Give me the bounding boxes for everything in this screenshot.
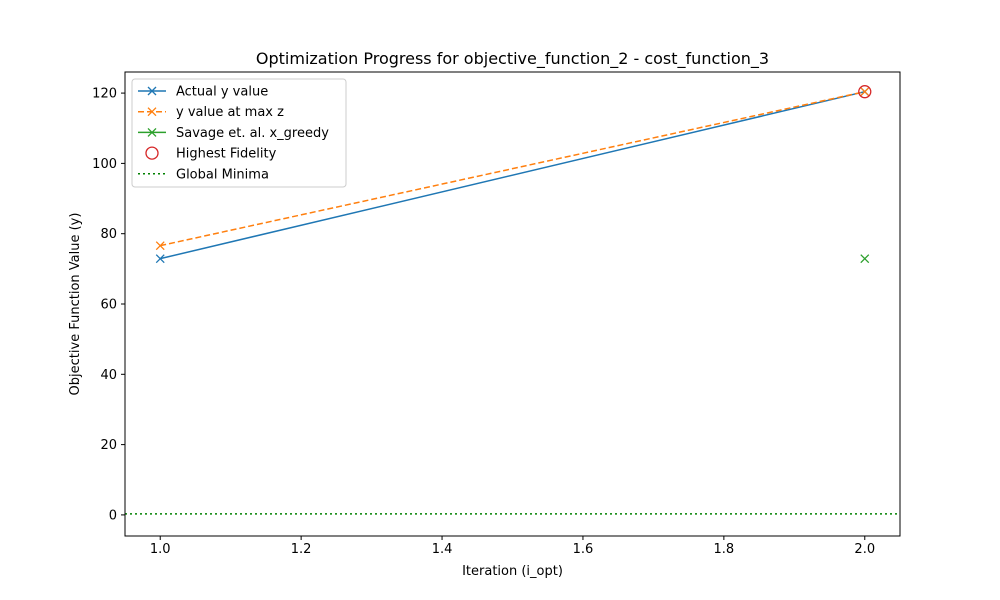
- legend-label: y value at max z: [176, 105, 284, 120]
- series-y-value-at-max-z-point: [155, 241, 165, 251]
- legend-marker-swatch: [147, 107, 157, 117]
- y-tick-label: 80: [100, 227, 117, 242]
- x-tick-label: 2.0: [854, 542, 875, 557]
- legend-item: y value at max z: [138, 105, 284, 120]
- legend-label: Highest Fidelity: [176, 147, 277, 162]
- plot-content: [125, 85, 900, 515]
- legend-marker-swatch: [147, 86, 157, 96]
- legend-frame: [131, 78, 347, 188]
- series-highest-fidelity-point: [858, 85, 872, 99]
- y-tick-label: 120: [92, 87, 117, 102]
- x-tick-label: 1.8: [714, 542, 735, 557]
- series-actual-y-value-point: [155, 254, 165, 264]
- legend-marker-swatch: [145, 146, 159, 160]
- legend-item: Actual y value: [138, 85, 268, 100]
- y-tick-label: 60: [100, 298, 117, 313]
- x-tick-label: 1.2: [291, 542, 312, 557]
- chart-title: Optimization Progress for objective_func…: [256, 49, 769, 69]
- x-tick-label: 1.6: [573, 542, 594, 557]
- legend-item: Global Minima: [138, 167, 269, 182]
- x-axis-label: Iteration (i_opt): [462, 564, 563, 579]
- y-tick-label: 0: [109, 508, 117, 523]
- series-actual-y-value-line: [160, 90, 865, 260]
- legend-label: Savage et. al. x_greedy: [176, 126, 329, 141]
- x-tick-label: 1.0: [150, 542, 171, 557]
- x-axis-ticks: 1.0 1.2 1.4 1.6 1.8 2.0: [150, 536, 875, 557]
- legend-label: Actual y value: [176, 85, 268, 100]
- x-tick-label: 1.4: [432, 542, 453, 557]
- y-axis-ticks: 0 20 40 60 80 100 120: [92, 87, 125, 523]
- series-y-value-at-max-z-line: [160, 90, 865, 247]
- legend-label: Global Minima: [176, 167, 269, 182]
- legend-item: Highest Fidelity: [145, 146, 277, 162]
- y-tick-label: 100: [92, 157, 117, 172]
- series-y-value-at-max-z-point: [860, 87, 870, 97]
- y-tick-label: 40: [100, 368, 117, 383]
- legend-item: Savage et. al. x_greedy: [138, 126, 329, 141]
- legend-marker-swatch: [147, 127, 157, 137]
- y-tick-label: 20: [100, 438, 117, 453]
- legend: Actual y value y value at max z Savage et.…: [131, 78, 347, 188]
- series-savage-et-al-x-greedy-point: [860, 254, 870, 264]
- y-axis-label: Objective Function Value (y): [68, 213, 83, 396]
